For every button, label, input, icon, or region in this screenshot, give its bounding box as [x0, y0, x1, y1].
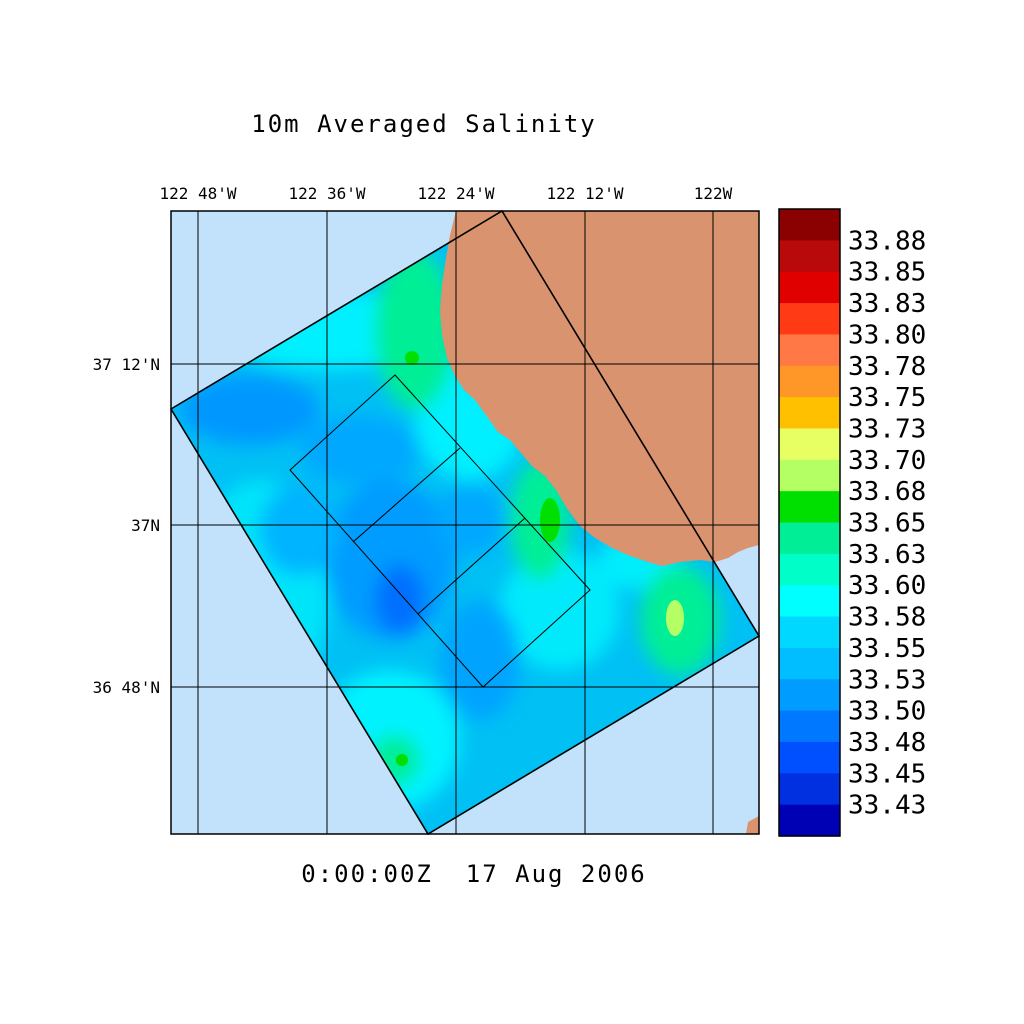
colorbar-swatch — [779, 522, 840, 555]
lat-label-2: 37N — [131, 516, 160, 535]
colorbar-swatch — [779, 428, 840, 461]
colorbar-tick-label: 33.43 — [848, 791, 926, 821]
colorbar-tick-label: 33.65 — [848, 509, 926, 539]
colorbar-swatch — [779, 491, 840, 524]
colorbar-swatch — [779, 553, 840, 586]
lat-label-1: 37 12'N — [93, 355, 160, 374]
colorbar-swatch — [779, 459, 840, 492]
colorbar-tick-label: 33.68 — [848, 477, 926, 507]
colorbar-swatch — [779, 804, 840, 837]
colorbar-tick-label: 33.55 — [848, 634, 926, 664]
colorbar-tick-label: 33.70 — [848, 446, 926, 476]
colorbar-swatch — [779, 271, 840, 304]
colorbar-tick-label: 33.48 — [848, 728, 926, 758]
lon-label-2: 122 36'W — [288, 184, 365, 203]
colorbar-frame — [778, 208, 841, 837]
lon-label-5: 122W — [694, 184, 733, 203]
timestamp-label: 0:00:00Z 17 Aug 2006 — [301, 860, 646, 888]
plot-frame — [170, 210, 760, 835]
lon-label-1: 122 48'W — [159, 184, 236, 203]
colorbar-swatch — [779, 397, 840, 430]
colorbar-tick-label: 33.63 — [848, 540, 926, 570]
colorbar-tick-label: 33.50 — [848, 697, 926, 727]
colorbar-swatch — [779, 240, 840, 273]
colorbar-tick-label: 33.75 — [848, 383, 926, 413]
colorbar-tick-label: 33.58 — [848, 603, 926, 633]
colorbar-tick-label: 33.53 — [848, 665, 926, 695]
colorbar-swatch — [779, 334, 840, 367]
coastline-land-fragment — [746, 816, 759, 834]
coastline-land — [440, 211, 759, 566]
colorbar-tick-label: 33.80 — [848, 320, 926, 350]
colorbar-swatch — [779, 209, 840, 241]
colorbar: 33.8833.8533.8333.8033.7833.7533.7333.70… — [778, 208, 926, 837]
lat-label-3: 36 48'N — [93, 678, 160, 697]
lon-label-4: 122 12'W — [546, 184, 623, 203]
colorbar-tick-label: 33.88 — [848, 226, 926, 256]
colorbar-swatch — [779, 647, 840, 680]
map-title: 10m Averaged Salinity — [251, 110, 596, 138]
colorbar-swatch — [779, 303, 840, 335]
colorbar-tick-label: 33.85 — [848, 258, 926, 288]
colorbar-swatch — [779, 585, 840, 618]
colorbar-tick-label: 33.60 — [848, 571, 926, 601]
colorbar-swatch — [779, 679, 840, 712]
colorbar-swatch — [779, 741, 840, 774]
colorbar-tick-label: 33.83 — [848, 289, 926, 319]
colorbar-swatch — [779, 365, 840, 398]
colorbar-swatch — [779, 710, 840, 743]
colorbar-tick-label: 33.45 — [848, 759, 926, 789]
colorbar-tick-label: 33.78 — [848, 352, 926, 382]
colorbar-tick-label: 33.73 — [848, 414, 926, 444]
lon-label-3: 122 24'W — [417, 184, 494, 203]
colorbar-swatch — [779, 616, 840, 649]
map-plot-area: 122 48'W 122 36'W 122 24'W 122 12'W 122W… — [93, 184, 761, 836]
colorbar-swatch — [779, 773, 840, 806]
inner-subdomain-boxes — [289, 374, 591, 688]
colorbar-swatches — [779, 209, 840, 837]
